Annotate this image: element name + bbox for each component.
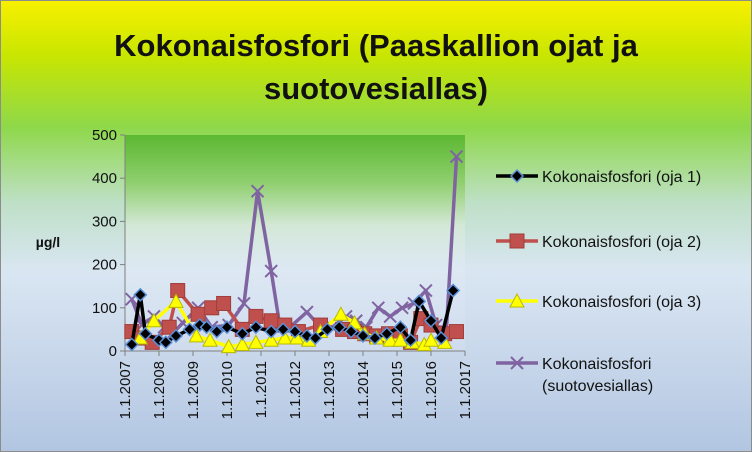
y-axis-label: µg/l (36, 234, 60, 250)
data-point (216, 295, 232, 311)
data-point (393, 320, 408, 335)
data-point (332, 320, 347, 335)
data-point (202, 332, 218, 347)
y-tick-label: 400 (92, 170, 117, 187)
data-point (161, 319, 177, 335)
data-point (170, 283, 186, 299)
y-tick-label: 300 (92, 213, 117, 230)
legend-item: Kokonaisfosfori (oja 2) (496, 233, 701, 251)
data-point (320, 322, 335, 337)
data-point (235, 326, 250, 341)
data-point (403, 333, 418, 348)
data-point (355, 328, 371, 343)
data-point (449, 149, 464, 164)
data-point (264, 324, 279, 339)
data-point (168, 328, 184, 343)
legend-label: Kokonaisfosfori (oja 3) (542, 294, 701, 311)
y-tick-label: 200 (92, 257, 117, 274)
data-point (263, 332, 280, 347)
data-point (250, 184, 265, 198)
data-point (379, 326, 394, 341)
data-point (383, 309, 397, 324)
data-point (288, 329, 305, 345)
data-point (146, 312, 162, 328)
data-point (510, 356, 524, 370)
y-tick-label: 100 (92, 300, 117, 317)
data-point (395, 301, 409, 315)
y-tick-label: 0 (109, 343, 117, 360)
legend-label: Kokonaisfosfori (oja 2) (542, 234, 701, 251)
data-point (276, 329, 293, 345)
data-point (446, 283, 461, 298)
x-tick-label: 1.1.2009 (185, 361, 202, 419)
x-tick-label: 1.1.2013 (321, 361, 338, 419)
data-point (188, 327, 205, 343)
data-point (434, 330, 449, 346)
data-point (219, 320, 235, 335)
x-tick-label: 1.1.2012 (287, 361, 304, 419)
data-point (287, 324, 303, 339)
series-layer (124, 149, 464, 354)
data-point (308, 330, 323, 346)
series-group (124, 283, 461, 352)
plot-area (125, 135, 465, 351)
data-point (423, 313, 439, 328)
data-point (248, 334, 264, 349)
data-point (237, 296, 251, 311)
data-point (423, 332, 439, 347)
data-point (190, 306, 206, 322)
legend-item: Kokonaisfosfori (oja 3) (496, 292, 701, 311)
legend-label: Kokonaisfosfori (oja 1) (542, 169, 701, 186)
legend-item: Kokonaisfosfori (oja 1) (496, 168, 701, 186)
x-tick-label: 1.1.2011 (253, 361, 270, 418)
x-tick-label: 1.1.2014 (355, 361, 372, 419)
data-point (209, 324, 224, 339)
x-tick-label: 1.1.2010 (219, 361, 236, 419)
data-point (124, 337, 139, 352)
x-tick-label: 1.1.2017 (457, 361, 474, 419)
data-point (300, 305, 314, 319)
data-point (133, 287, 148, 302)
data-point (419, 283, 433, 298)
chart-title-line-1: Kokonaisfosfori (Paaskallion ojat ja (114, 28, 638, 63)
data-point (392, 332, 409, 347)
x-tick-label: 1.1.2007 (117, 361, 134, 419)
data-point (264, 264, 278, 278)
data-point (412, 294, 427, 309)
y-tick-label: 500 (92, 127, 117, 144)
x-tick-label: 1.1.2015 (389, 361, 406, 419)
data-point (182, 322, 197, 337)
data-point (344, 324, 359, 339)
x-tick-label: 1.1.2016 (423, 361, 440, 419)
data-point (158, 335, 173, 350)
data-point (449, 324, 464, 340)
data-point (509, 292, 525, 308)
legend: Kokonaisfosfori (oja 1) Kokonaisfosfori (… (496, 168, 701, 395)
data-point (371, 301, 386, 315)
data-point (367, 330, 382, 346)
data-point (138, 326, 153, 341)
data-point (168, 293, 184, 308)
x-tick-label: 1.1.2008 (151, 361, 168, 419)
data-point (248, 320, 263, 335)
legend-item: Kokonaisfosfori (suotovesiallas) (496, 356, 653, 395)
data-point (509, 168, 525, 184)
data-point (333, 306, 349, 321)
data-point (234, 336, 251, 352)
data-point (220, 338, 237, 354)
data-point (276, 322, 291, 337)
axes: 0 100 200 300 400 500 1.1.2007 1.1.2008 1.1.2009… (92, 127, 474, 419)
legend-label: Kokonaisfosfori (suotovesiallas) (542, 356, 653, 395)
data-point (509, 233, 525, 249)
data-point (199, 320, 214, 335)
chart-title-line-2: suotovesiallas) (264, 71, 488, 106)
